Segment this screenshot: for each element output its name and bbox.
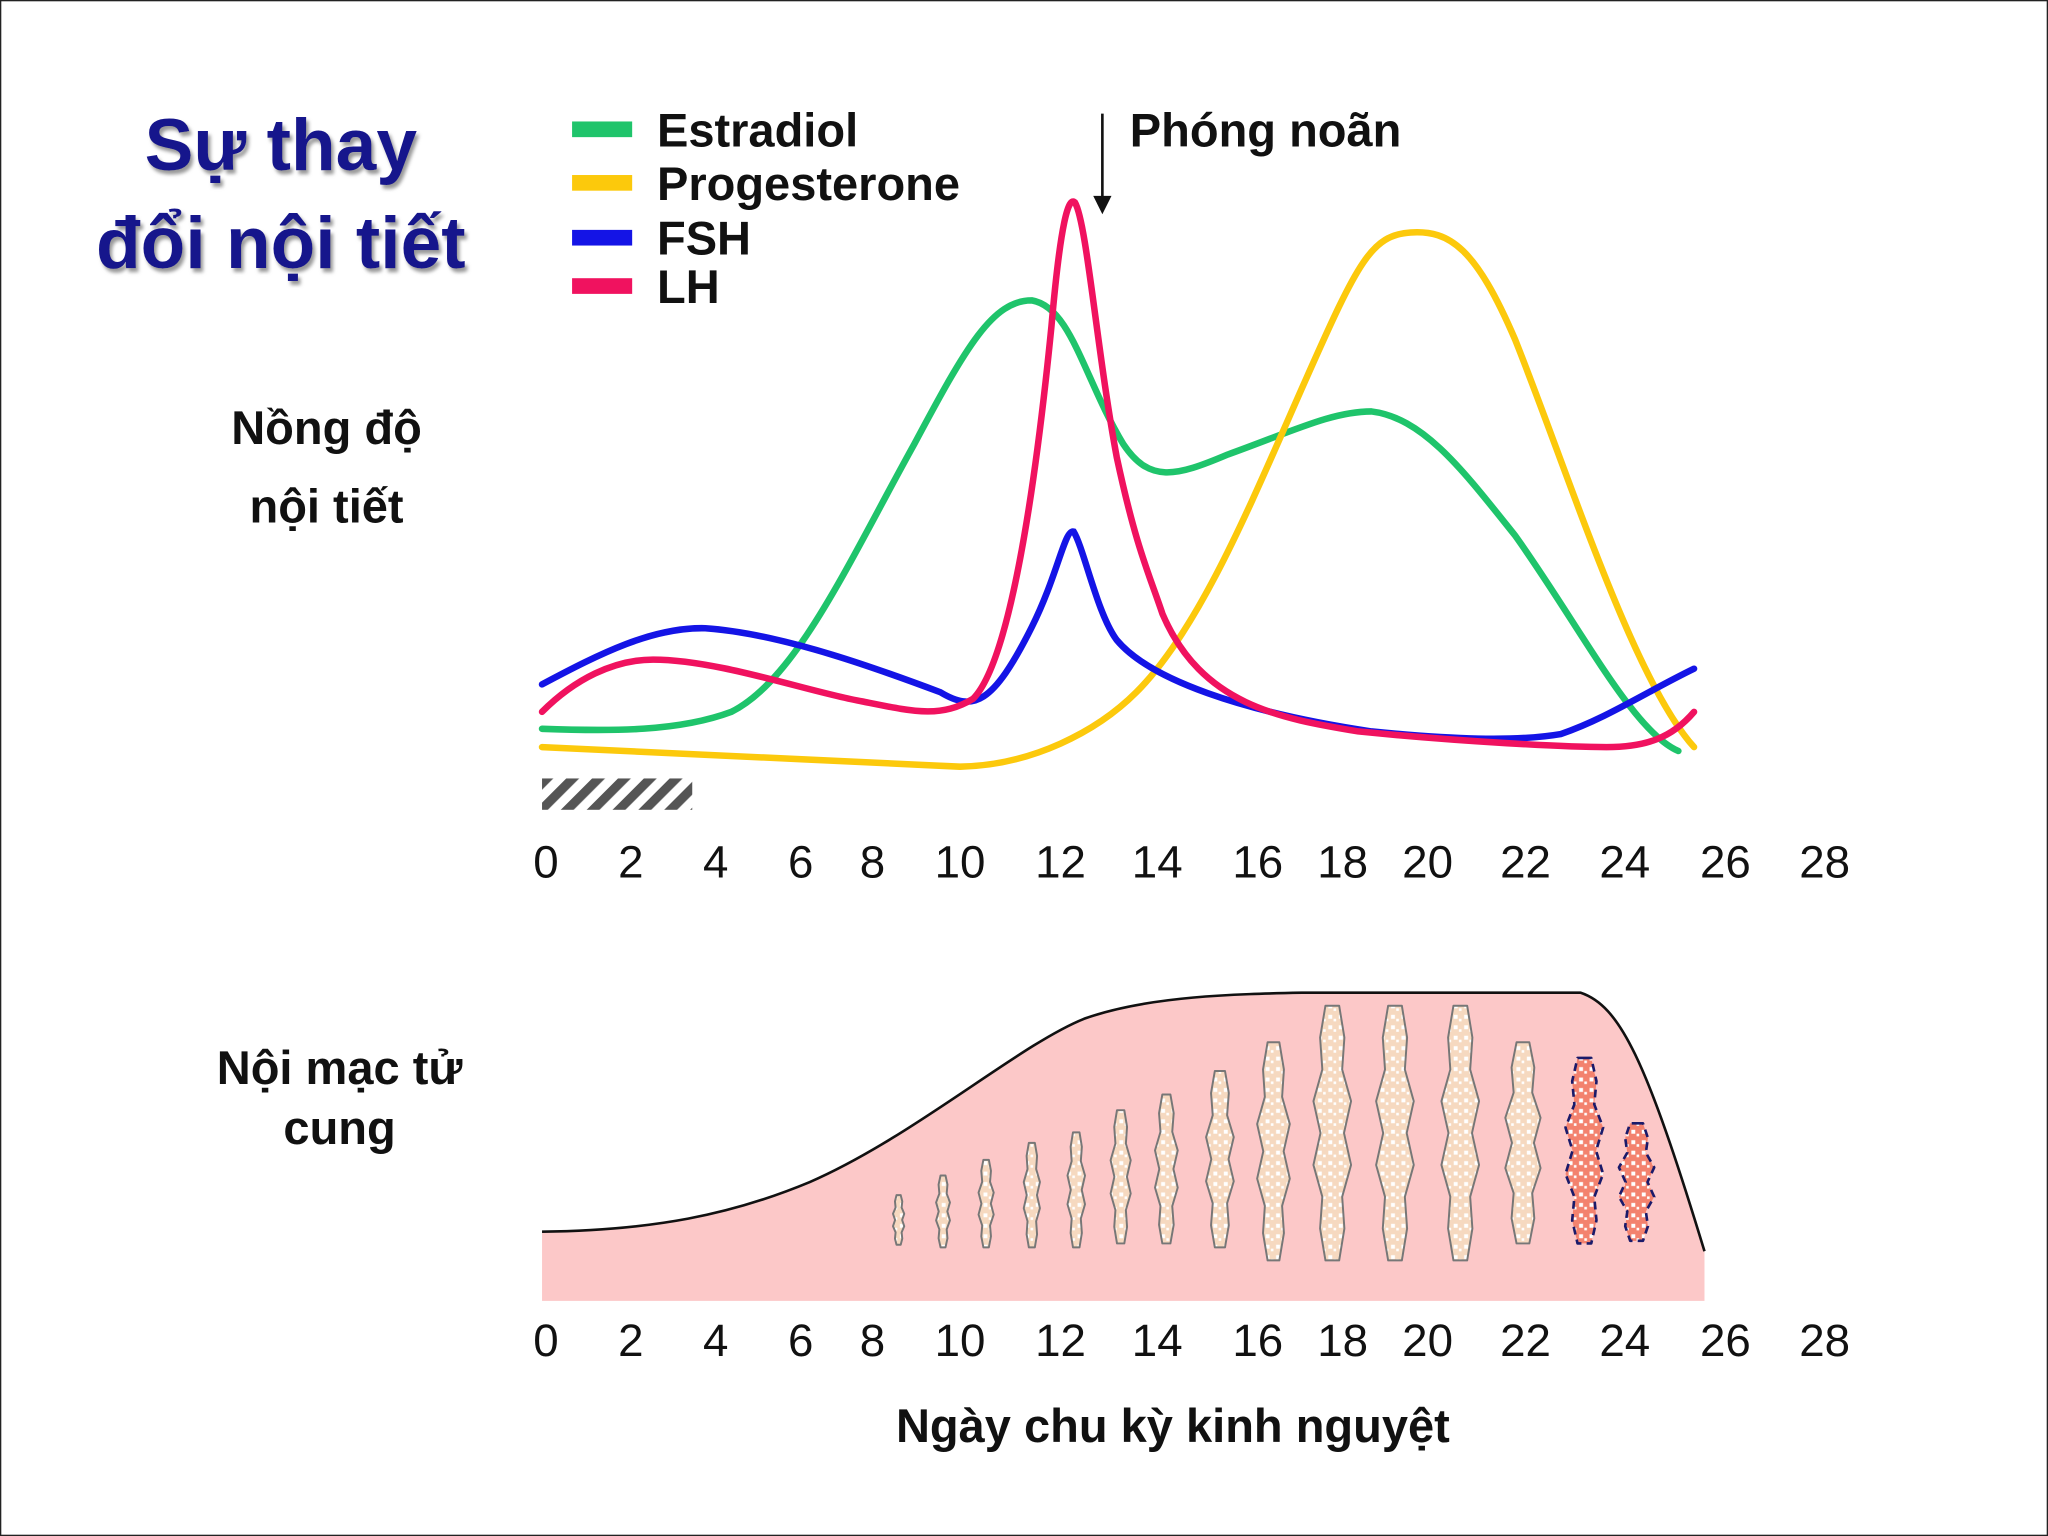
gland: [977, 1158, 995, 1249]
x-tick-label: 12: [1035, 1315, 1086, 1366]
arrow-head: [1093, 195, 1112, 215]
gland: [1375, 1004, 1415, 1262]
menses-bar: [542, 778, 693, 810]
gland: [1564, 1056, 1605, 1245]
legend-swatch: [572, 121, 633, 138]
x-tick-label: 22: [1500, 837, 1551, 888]
x-axis-label: Ngày chu kỳ kinh nguyệt: [896, 1399, 1450, 1452]
legend-label: Progesterone: [657, 157, 960, 210]
x-tick-label: 16: [1232, 837, 1283, 888]
legend-label: FSH: [657, 212, 751, 265]
legend-swatch: [572, 278, 633, 294]
annotation: Phóng noãn: [1130, 103, 1402, 156]
legend-label: LH: [657, 260, 720, 313]
endometrium-edge: [542, 991, 1706, 1252]
hormone-curve: [538, 528, 1698, 743]
y-label: cung: [283, 1101, 395, 1154]
x-tick-label: 14: [1132, 1315, 1183, 1366]
title-line: đổi nội tiết: [96, 203, 466, 284]
hormone-curve: [538, 229, 1698, 770]
x-tick-label: 4: [703, 1315, 728, 1366]
gland: [1066, 1131, 1086, 1249]
x-tick-label: 2: [618, 1315, 643, 1366]
x-tick-label: 14: [1132, 837, 1183, 888]
gland: [1256, 1041, 1291, 1262]
x-tick-label: 26: [1700, 1315, 1751, 1366]
x-tick-label: 10: [935, 837, 986, 888]
gland: [935, 1174, 951, 1249]
x-tick-label: 8: [860, 1315, 885, 1366]
legend-label: Estradiol: [657, 103, 858, 156]
x-tick-label: 18: [1317, 1315, 1368, 1366]
hormone-curve: [538, 198, 1698, 751]
gland: [1440, 1004, 1481, 1262]
gland: [892, 1194, 906, 1246]
x-tick-label: 6: [788, 1315, 813, 1366]
x-tick-label: 12: [1035, 837, 1086, 888]
legend-swatch: [572, 175, 633, 191]
gland: [1504, 1041, 1542, 1245]
gland: [1205, 1070, 1235, 1249]
y-label: Nồng độ: [231, 401, 422, 454]
x-tick-label: 6: [788, 837, 813, 888]
gland: [1154, 1093, 1179, 1245]
x-tick-label: 18: [1317, 837, 1368, 888]
gland: [1617, 1121, 1656, 1243]
x-tick-label: 22: [1500, 1315, 1551, 1366]
x-tick-label: 26: [1700, 837, 1751, 888]
x-tick-label: 20: [1402, 837, 1453, 888]
x-tick-label: 16: [1232, 1315, 1283, 1366]
y-label: Nội mạc tử: [217, 1041, 464, 1094]
y-label: nội tiết: [249, 479, 403, 532]
x-tick-label: 2: [618, 837, 643, 888]
x-tick-label: 20: [1402, 1315, 1453, 1366]
x-tick-label: 28: [1799, 837, 1850, 888]
x-tick-label: 24: [1599, 837, 1650, 888]
x-tick-label: 24: [1599, 1315, 1650, 1366]
gland: [1312, 1004, 1353, 1262]
x-tick-label: 0: [533, 1315, 558, 1366]
legend-swatch: [572, 229, 633, 246]
x-tick-label: 28: [1799, 1315, 1850, 1366]
x-tick-label: 8: [860, 837, 885, 888]
gland: [1022, 1141, 1041, 1249]
title-line: Sự thay: [145, 105, 418, 186]
x-tick-label: 0: [533, 837, 558, 888]
x-tick-label: 4: [703, 837, 728, 888]
x-tick-label: 10: [935, 1315, 986, 1366]
gland: [1109, 1109, 1132, 1245]
